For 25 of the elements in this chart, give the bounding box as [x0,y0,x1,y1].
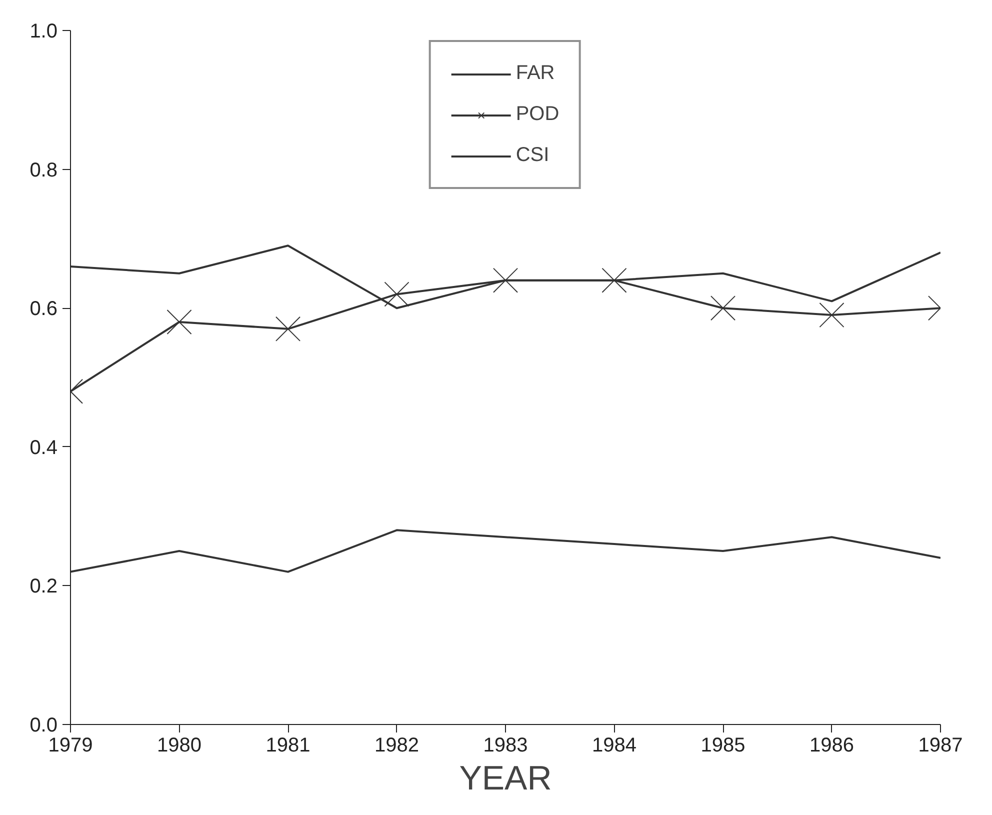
point [166,309,192,334]
line-series [70,529,940,573]
y-tick-label: 0.8 [30,159,58,182]
legend-label: CSI [516,144,550,167]
y-tick-label: 1.0 [30,20,58,42]
y-tick-label: 0.6 [30,298,58,320]
point [819,302,844,328]
x-tick-label: 1984 [592,734,637,756]
legend-label: POD [516,103,560,126]
point [710,296,736,321]
legend-label: FAR [516,62,555,85]
x-tick-label: 1985 [700,734,746,756]
x-tick-label: 1982 [374,734,420,756]
x-tick-label: 1980 [157,734,202,756]
point [384,282,410,307]
x-tick-label: 1987 [918,734,963,756]
x-tick-label: 1979 [48,734,93,756]
y-tick-label: 0.2 [30,576,58,598]
point [275,316,301,342]
y-tick-label: 0.0 [30,714,58,736]
x-tick-label: 1983 [483,734,528,756]
x-tick-label: 1981 [266,734,310,756]
x-axis-title: YEAR [459,760,552,798]
y-tick-label: 0.4 [30,436,58,459]
x-tick-label: 1986 [810,734,854,756]
